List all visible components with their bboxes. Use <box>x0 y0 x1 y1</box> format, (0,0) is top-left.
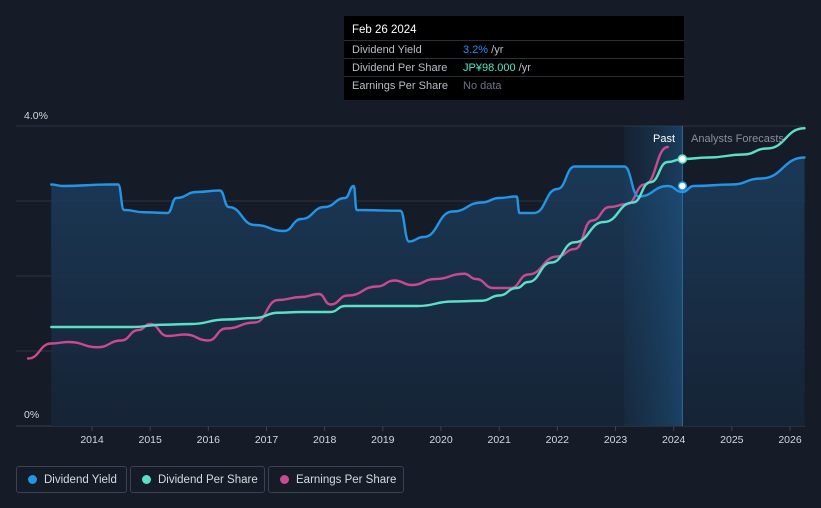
x-tick-label: 2017 <box>255 434 279 446</box>
tooltip-row-earnings-per-share: Earnings Per Share No data <box>344 76 684 95</box>
tooltip-label: Dividend Yield <box>352 44 422 56</box>
x-tick-label: 2022 <box>546 434 570 446</box>
x-tick-label: 2021 <box>487 434 511 446</box>
legend-label: Dividend Per Share <box>158 473 258 486</box>
tooltip-dividend-yield-value: 3.2% <box>463 44 489 56</box>
x-tick-label: 2016 <box>197 434 221 446</box>
tooltip-row-dividend-per-share: Dividend Per Share JP¥98.000 /yr <box>344 58 684 77</box>
x-tick-label: 2026 <box>778 434 802 446</box>
tooltip-unit: /yr <box>488 44 504 56</box>
tooltip-value: JP¥98.000 /yr <box>463 62 531 74</box>
series-line-dividend-per-share <box>50 127 806 329</box>
x-tick-label: 2018 <box>313 434 337 446</box>
tooltip-date: Feb 26 2024 <box>352 24 417 36</box>
series-line-earnings-per-share <box>26 145 670 360</box>
legend-label: Dividend Yield <box>44 473 117 486</box>
y-axis-label-zero: 0% <box>24 409 39 421</box>
x-axis: 2014 2015 2016 2017 2018 2019 2020 2021 2022 2023… <box>80 426 802 446</box>
analysts-forecasts-label: Analysts Forecasts <box>691 133 784 145</box>
past-label: Past <box>653 133 675 145</box>
x-tick-label: 2024 <box>662 434 686 446</box>
x-tick-label: 2023 <box>604 434 628 446</box>
x-tick-label: 2019 <box>371 434 395 446</box>
tooltip-label: Dividend Per Share <box>352 62 448 74</box>
tooltip-value: No data <box>463 80 502 92</box>
legend-earnings-per-share[interactable]: Earnings Per Share <box>268 466 404 493</box>
x-tick-label: 2014 <box>80 434 104 446</box>
legend-dot-icon <box>28 475 37 484</box>
tooltip-dps-value: JP¥98.000 <box>463 62 516 74</box>
x-tick-label: 2020 <box>429 434 453 446</box>
legend-label: Earnings Per Share <box>296 473 397 486</box>
tooltip-value: 3.2% /yr <box>463 44 503 56</box>
tooltip: Feb 26 2024 Dividend Yield 3.2% /yr Divi… <box>344 16 684 100</box>
legend-dividend-yield[interactable]: Dividend Yield <box>16 466 127 493</box>
x-tick-label: 2015 <box>138 434 162 446</box>
tooltip-label: Earnings Per Share <box>352 80 448 92</box>
series-fill-layer <box>51 157 805 426</box>
highlight-point-dividend-per-share[interactable] <box>677 154 688 164</box>
tooltip-unit: /yr <box>515 62 531 74</box>
legend-dot-icon <box>280 475 289 484</box>
legend-dividend-per-share[interactable]: Dividend Per Share <box>130 466 265 493</box>
series-area-dividend-yield <box>51 157 805 426</box>
series-lines-layer <box>26 127 806 360</box>
legend-dot-icon <box>142 475 151 484</box>
x-tick-label: 2025 <box>720 434 744 446</box>
highlight-points <box>677 154 688 191</box>
tooltip-row-dividend-yield: Dividend Yield 3.2% /yr <box>344 40 684 59</box>
y-axis-label-max: 4.0% <box>24 110 48 122</box>
tooltip-eps-value: No data <box>463 80 502 92</box>
highlight-point-dividend-yield[interactable] <box>677 181 688 191</box>
